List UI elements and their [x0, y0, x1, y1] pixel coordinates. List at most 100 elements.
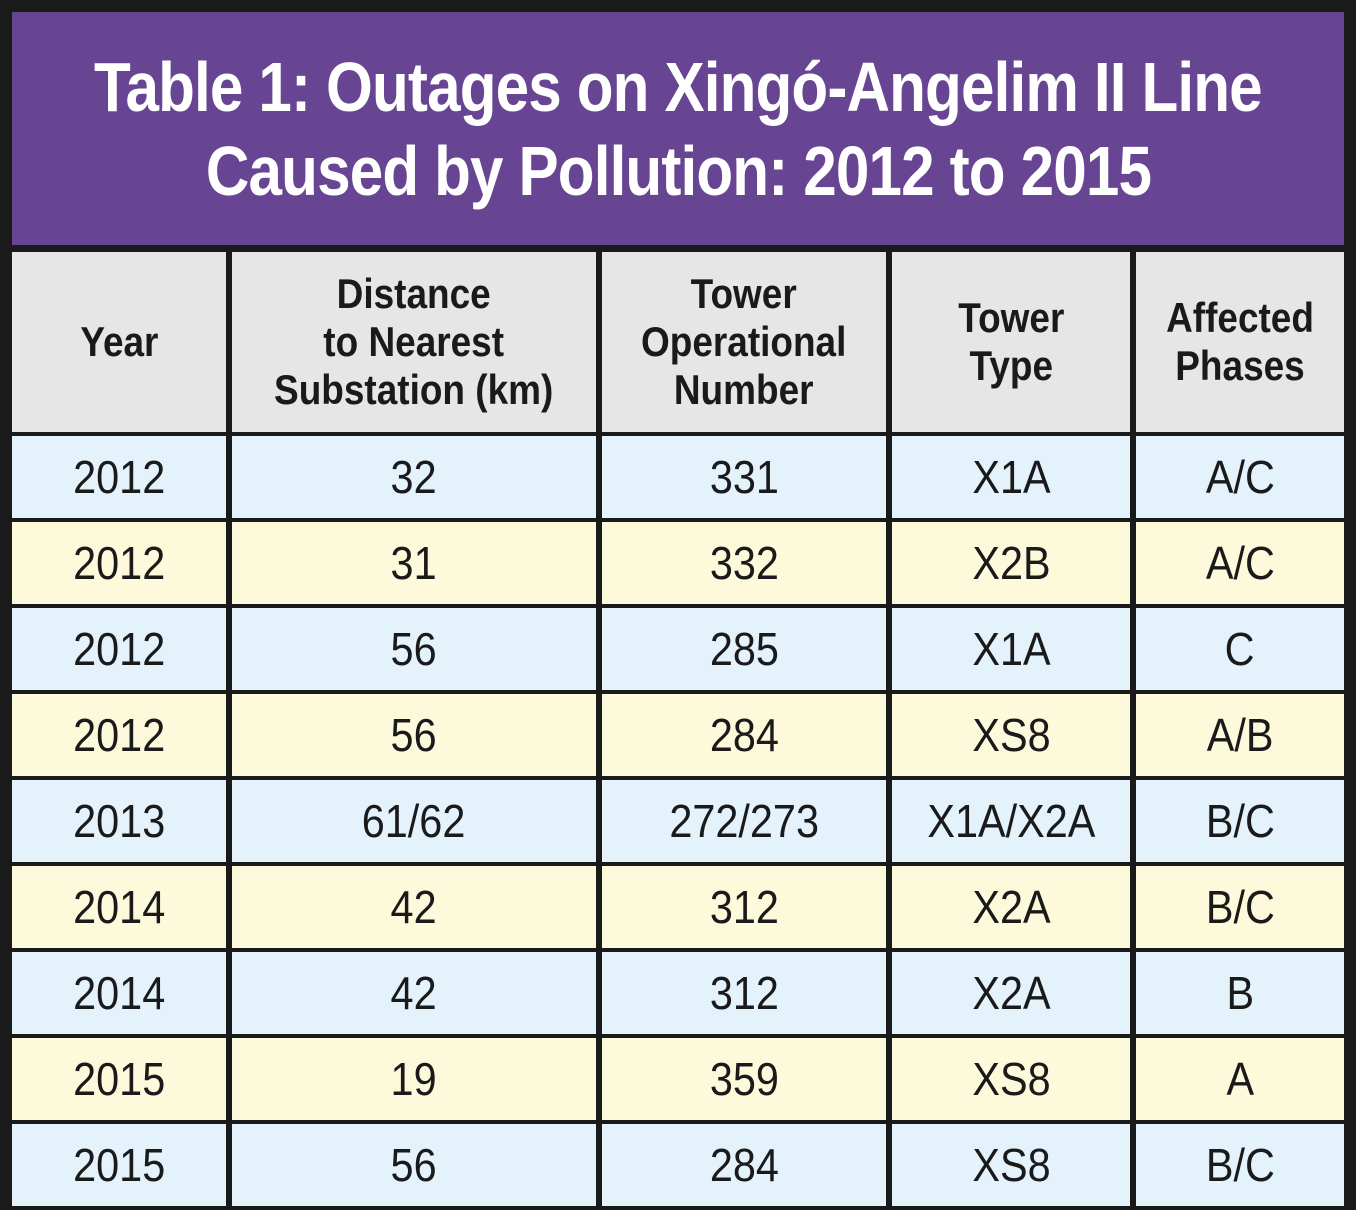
cell-tower-type: X2A: [892, 866, 1130, 948]
cell-affected-phases: B/C: [1136, 1124, 1344, 1206]
cell-value: X2B: [971, 537, 1051, 589]
cell-affected-phases: B/C: [1136, 866, 1344, 948]
cell-year: 2012: [12, 608, 226, 690]
cell-value: 56: [390, 709, 438, 761]
cell-year: 2012: [12, 522, 226, 604]
cell-year: 2013: [12, 780, 226, 862]
column-header-label: Distance to Nearest Substation (km): [274, 270, 553, 414]
cell-tower-type: XS8: [892, 1038, 1130, 1120]
cell-year: 2014: [12, 866, 226, 948]
cell-value: 2015: [72, 1139, 166, 1191]
table-title-line-2: Caused by Pollution: 2012 to 2015: [205, 131, 1151, 210]
table-row: 2012 56 285 X1A C: [12, 608, 1344, 690]
cell-tower-number: 312: [602, 866, 886, 948]
table-row: 2015 19 359 XS8 A: [12, 1038, 1344, 1120]
cell-value: 359: [709, 1053, 779, 1105]
cell-affected-phases: A/C: [1136, 436, 1344, 518]
cell-tower-type: X1A: [892, 436, 1130, 518]
cell-distance: 56: [232, 608, 596, 690]
cell-year: 2012: [12, 436, 226, 518]
cell-value: 2012: [72, 709, 166, 761]
cell-affected-phases: A: [1136, 1038, 1344, 1120]
cell-tower-type: XS8: [892, 1124, 1130, 1206]
table-row: 2014 42 312 X2A B: [12, 952, 1344, 1034]
cell-value: A/C: [1205, 451, 1275, 503]
cell-value: 332: [709, 537, 779, 589]
column-header-text-line: Substation (km): [274, 366, 554, 413]
cell-tower-type: XS8: [892, 694, 1130, 776]
outages-table: Year Distance to Nearest Substation (km) Tow…: [6, 248, 1350, 1210]
table-body: 2012 32 331 X1A A/C 2012 31 332 X2B A/C 2012 56 285 X…: [12, 436, 1344, 1206]
cell-tower-number: 284: [602, 1124, 886, 1206]
cell-value: 42: [390, 881, 438, 933]
table-row: 2012 56 284 XS8 A/B: [12, 694, 1344, 776]
cell-value: B/C: [1205, 795, 1275, 847]
cell-distance: 19: [232, 1038, 596, 1120]
column-header-text-line: Phases: [1175, 342, 1305, 389]
cell-value: 32: [390, 451, 438, 503]
cell-value: 2014: [72, 881, 166, 933]
column-header-affected-phases: Affected Phases: [1136, 252, 1344, 432]
table-title-line-1: Table 1: Outages on Xingó-Angelim II Lin…: [94, 47, 1263, 126]
cell-tower-number: 285: [602, 608, 886, 690]
table-row: 2012 32 331 X1A A/C: [12, 436, 1344, 518]
cell-distance: 31: [232, 522, 596, 604]
cell-value: X1A/X2A: [926, 795, 1096, 847]
cell-value: B/C: [1205, 881, 1275, 933]
cell-value: A/B: [1206, 709, 1274, 761]
column-header-label: Year: [80, 318, 158, 366]
column-header-text-line: to Nearest: [323, 318, 505, 365]
cell-value: C: [1225, 623, 1255, 675]
cell-year: 2014: [12, 952, 226, 1034]
cell-value: 312: [709, 881, 779, 933]
cell-affected-phases: C: [1136, 608, 1344, 690]
cell-affected-phases: A/C: [1136, 522, 1344, 604]
cell-value: 56: [390, 623, 438, 675]
cell-tower-number: 312: [602, 952, 886, 1034]
column-header-text-line: Type: [969, 342, 1053, 389]
cell-distance: 42: [232, 866, 596, 948]
column-header-tower-type: Tower Type: [892, 252, 1130, 432]
cell-tower-type: X2A: [892, 952, 1130, 1034]
column-header-text-line: Tower: [690, 270, 798, 317]
table-row: 2012 31 332 X2B A/C: [12, 522, 1344, 604]
cell-value: 284: [709, 709, 779, 761]
cell-value: 42: [390, 967, 438, 1019]
cell-distance: 32: [232, 436, 596, 518]
cell-tower-type: X1A: [892, 608, 1130, 690]
cell-value: X1A: [971, 451, 1051, 503]
cell-tower-number: 272/273: [602, 780, 886, 862]
column-header-text-line: Operational: [641, 318, 847, 365]
cell-value: 56: [390, 1139, 438, 1191]
column-header-text-line: Tower: [957, 294, 1065, 341]
cell-affected-phases: B/C: [1136, 780, 1344, 862]
cell-value: A/C: [1205, 537, 1275, 589]
cell-value: X1A: [971, 623, 1051, 675]
table-row: 2013 61/62 272/273 X1A/X2A B/C: [12, 780, 1344, 862]
column-header-year: Year: [12, 252, 226, 432]
cell-tower-number: 332: [602, 522, 886, 604]
cell-value: XS8: [971, 1139, 1051, 1191]
cell-value: 2012: [72, 623, 166, 675]
cell-year: 2012: [12, 694, 226, 776]
cell-year: 2015: [12, 1038, 226, 1120]
cell-value: 2014: [72, 967, 166, 1019]
column-header-tower-number: Tower Operational Number: [602, 252, 886, 432]
cell-value: 2012: [72, 537, 166, 589]
column-header-distance: Distance to Nearest Substation (km): [232, 252, 596, 432]
cell-value: B/C: [1205, 1139, 1275, 1191]
cell-value: 272/273: [669, 795, 819, 847]
cell-value: X2A: [971, 881, 1051, 933]
cell-value: 31: [390, 537, 438, 589]
cell-value: 331: [709, 451, 779, 503]
cell-value: XS8: [971, 1053, 1051, 1105]
cell-distance: 56: [232, 694, 596, 776]
cell-tower-number: 284: [602, 694, 886, 776]
cell-tower-type: X2B: [892, 522, 1130, 604]
header-row: Year Distance to Nearest Substation (km) Tow…: [12, 252, 1344, 432]
title-banner: Table 1: Outages on Xingó-Angelim II Lin…: [12, 12, 1344, 245]
cell-distance: 61/62: [232, 780, 596, 862]
cell-value: 2015: [72, 1053, 166, 1105]
column-header-label: Tower Operational Number: [641, 270, 846, 414]
